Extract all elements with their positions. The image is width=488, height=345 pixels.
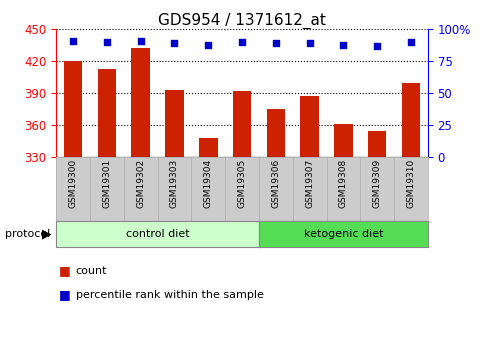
Text: ketogenic diet: ketogenic diet	[303, 229, 383, 239]
Point	[238, 39, 245, 45]
Bar	[232, 91, 251, 157]
Point	[339, 42, 346, 47]
Bar	[165, 90, 183, 157]
Bar	[300, 96, 318, 157]
Text: GSM19307: GSM19307	[305, 159, 313, 208]
Bar	[333, 124, 352, 157]
Text: GSM19304: GSM19304	[203, 159, 212, 208]
Bar	[266, 109, 285, 157]
Bar	[131, 49, 150, 157]
Text: ■: ■	[59, 288, 70, 302]
Point	[372, 43, 380, 49]
Text: ■: ■	[59, 264, 70, 277]
Text: GSM19303: GSM19303	[170, 159, 179, 208]
Bar	[199, 138, 217, 157]
Point	[305, 41, 313, 46]
Point	[103, 39, 111, 45]
Point	[170, 41, 178, 46]
Point	[204, 42, 212, 47]
Text: GSM19310: GSM19310	[406, 159, 415, 208]
Bar	[401, 82, 419, 157]
Text: GSM19301: GSM19301	[102, 159, 111, 208]
Text: GSM19309: GSM19309	[372, 159, 381, 208]
Text: count: count	[76, 266, 107, 276]
Text: percentile rank within the sample: percentile rank within the sample	[76, 290, 263, 300]
Text: GSM19305: GSM19305	[237, 159, 246, 208]
Text: GSM19302: GSM19302	[136, 159, 145, 208]
Point	[69, 38, 77, 43]
Text: GSM19306: GSM19306	[271, 159, 280, 208]
Text: ▶: ▶	[41, 227, 51, 240]
Point	[137, 38, 144, 43]
Text: GSM19300: GSM19300	[68, 159, 78, 208]
Bar	[64, 61, 82, 157]
Point	[406, 39, 414, 45]
Text: GSM19308: GSM19308	[338, 159, 347, 208]
Bar	[367, 131, 386, 157]
Bar	[98, 69, 116, 157]
Text: protocol: protocol	[5, 229, 50, 239]
Point	[271, 41, 279, 46]
Title: GDS954 / 1371612_at: GDS954 / 1371612_at	[158, 13, 325, 29]
Text: control diet: control diet	[125, 229, 189, 239]
